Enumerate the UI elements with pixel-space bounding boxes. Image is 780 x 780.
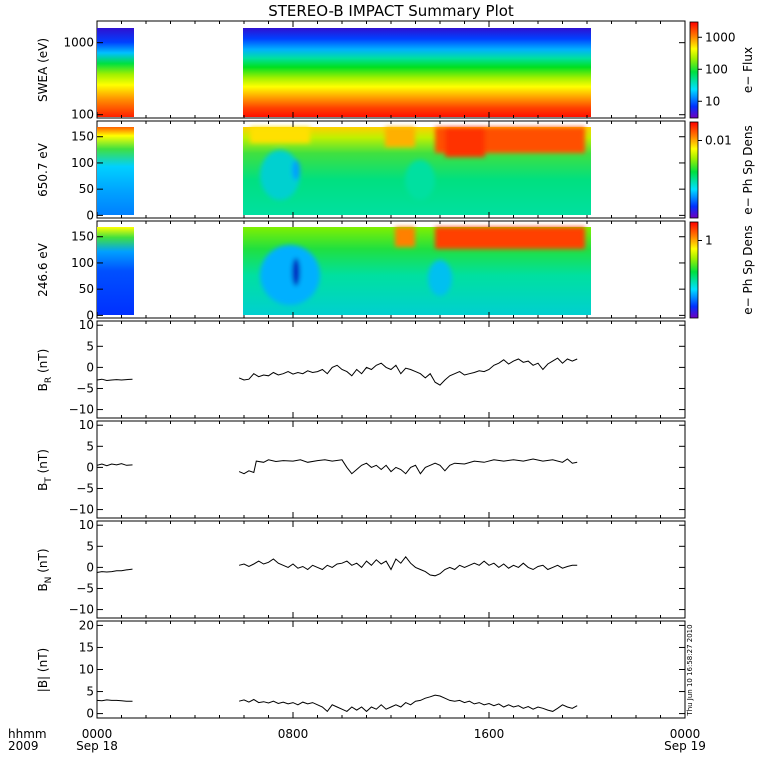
- pad650-colorbar-tick-label: 0.01: [705, 133, 732, 147]
- bn-y-tick-label: −5: [76, 581, 94, 595]
- plot-title: STEREO-B IMPACT Summary Plot: [268, 2, 514, 20]
- swea-colorbar-tick-label: 1000: [705, 30, 736, 44]
- pad246-colorbar: [689, 221, 699, 319]
- pad246-colorbar-label: e− Ph Sp Dens: [741, 225, 755, 314]
- bmag-ylabel: |B| (nT): [36, 648, 50, 692]
- pad650-y-tick-label: 100: [71, 156, 94, 170]
- pad650-colorbar: [689, 121, 699, 219]
- br-y-tick-label: 10: [79, 318, 94, 332]
- bmag-trace: [238, 694, 578, 713]
- bt-trace: [96, 463, 133, 467]
- time-tick-label: 1600: [474, 727, 505, 741]
- time-tick-label: 0000: [82, 727, 113, 741]
- pad650-colorbar-label: e− Ph Sp Dens: [741, 125, 755, 214]
- date-tick-label: Sep 18: [76, 739, 118, 753]
- pad246-y-tick-label: 50: [79, 282, 94, 296]
- timestamp: Thu Jun 10 16:58:27 2010: [686, 624, 694, 716]
- swea-colorbar-tick-label: 10: [705, 94, 720, 108]
- pad246-y-tick-label: 150: [71, 230, 94, 244]
- bt-y-tick-label: 0: [86, 460, 94, 474]
- year-label: 2009: [8, 739, 39, 753]
- br-y-tick-label: 5: [86, 339, 94, 353]
- bt-panel-frame: [96, 420, 686, 519]
- bt-ylabel: BT (nT): [36, 449, 54, 491]
- swea-y-tick-label: 100: [71, 108, 94, 122]
- br-y-tick-label: −10: [69, 403, 94, 417]
- swea-colorbar: [689, 21, 699, 119]
- br-y-tick-label: −5: [76, 381, 94, 395]
- bn-y-tick-label: 5: [86, 539, 94, 553]
- bn-y-tick-label: 0: [86, 560, 94, 574]
- bt-y-tick-label: 5: [86, 439, 94, 453]
- time-format-label: hhmm: [8, 727, 47, 741]
- bmag-trace: [96, 699, 133, 702]
- pad246-y-tick-label: 100: [71, 256, 94, 270]
- swea-colorbar-label: e− Flux: [741, 47, 755, 93]
- bt-y-tick-label: −10: [69, 503, 94, 517]
- pad650-y-tick-label: 150: [71, 130, 94, 144]
- pad246-spectrogram: [97, 227, 591, 315]
- bmag-y-tick-label: 10: [79, 663, 94, 677]
- bn-ylabel: BN (nT): [36, 548, 54, 591]
- bt-y-tick-label: −5: [76, 481, 94, 495]
- bmag-y-tick-label: 15: [79, 640, 94, 654]
- bt-trace: [238, 458, 578, 475]
- pad650-y-tick-label: 50: [79, 182, 94, 196]
- br-ylabel: BR (nT): [36, 349, 54, 392]
- bmag-y-tick-label: 0: [86, 707, 94, 721]
- bn-trace: [96, 568, 133, 573]
- pad246-y-tick-label: 0: [86, 308, 94, 322]
- swea-y-tick-label: 1000: [63, 36, 94, 50]
- date-tick-label: Sep 19: [664, 739, 706, 753]
- swea-spectrogram: [97, 28, 591, 117]
- br-y-tick-label: 0: [86, 360, 94, 374]
- swea-ylabel: SWEA (eV): [36, 38, 50, 102]
- time-tick-label: 0800: [278, 727, 309, 741]
- pad650-ylabel: 650.7 eV: [36, 142, 50, 197]
- bn-y-tick-label: −10: [69, 603, 94, 617]
- bmag-y-tick-label: 5: [86, 685, 94, 699]
- bn-y-tick-label: 10: [79, 518, 94, 532]
- br-trace: [96, 378, 133, 382]
- bmag-panel-frame: [96, 620, 686, 719]
- pad650-spectrogram: [97, 127, 591, 215]
- pad246-colorbar-tick-label: 1: [705, 233, 713, 247]
- br-trace: [238, 357, 578, 386]
- bt-y-tick-label: 10: [79, 418, 94, 432]
- pad650-y-tick-label: 0: [86, 208, 94, 222]
- time-tick-label: 0000: [670, 727, 701, 741]
- bn-trace: [238, 555, 578, 577]
- pad246-ylabel: 246.6 eV: [36, 242, 50, 297]
- swea-colorbar-tick-label: 100: [705, 62, 728, 76]
- bmag-y-tick-label: 20: [79, 618, 94, 632]
